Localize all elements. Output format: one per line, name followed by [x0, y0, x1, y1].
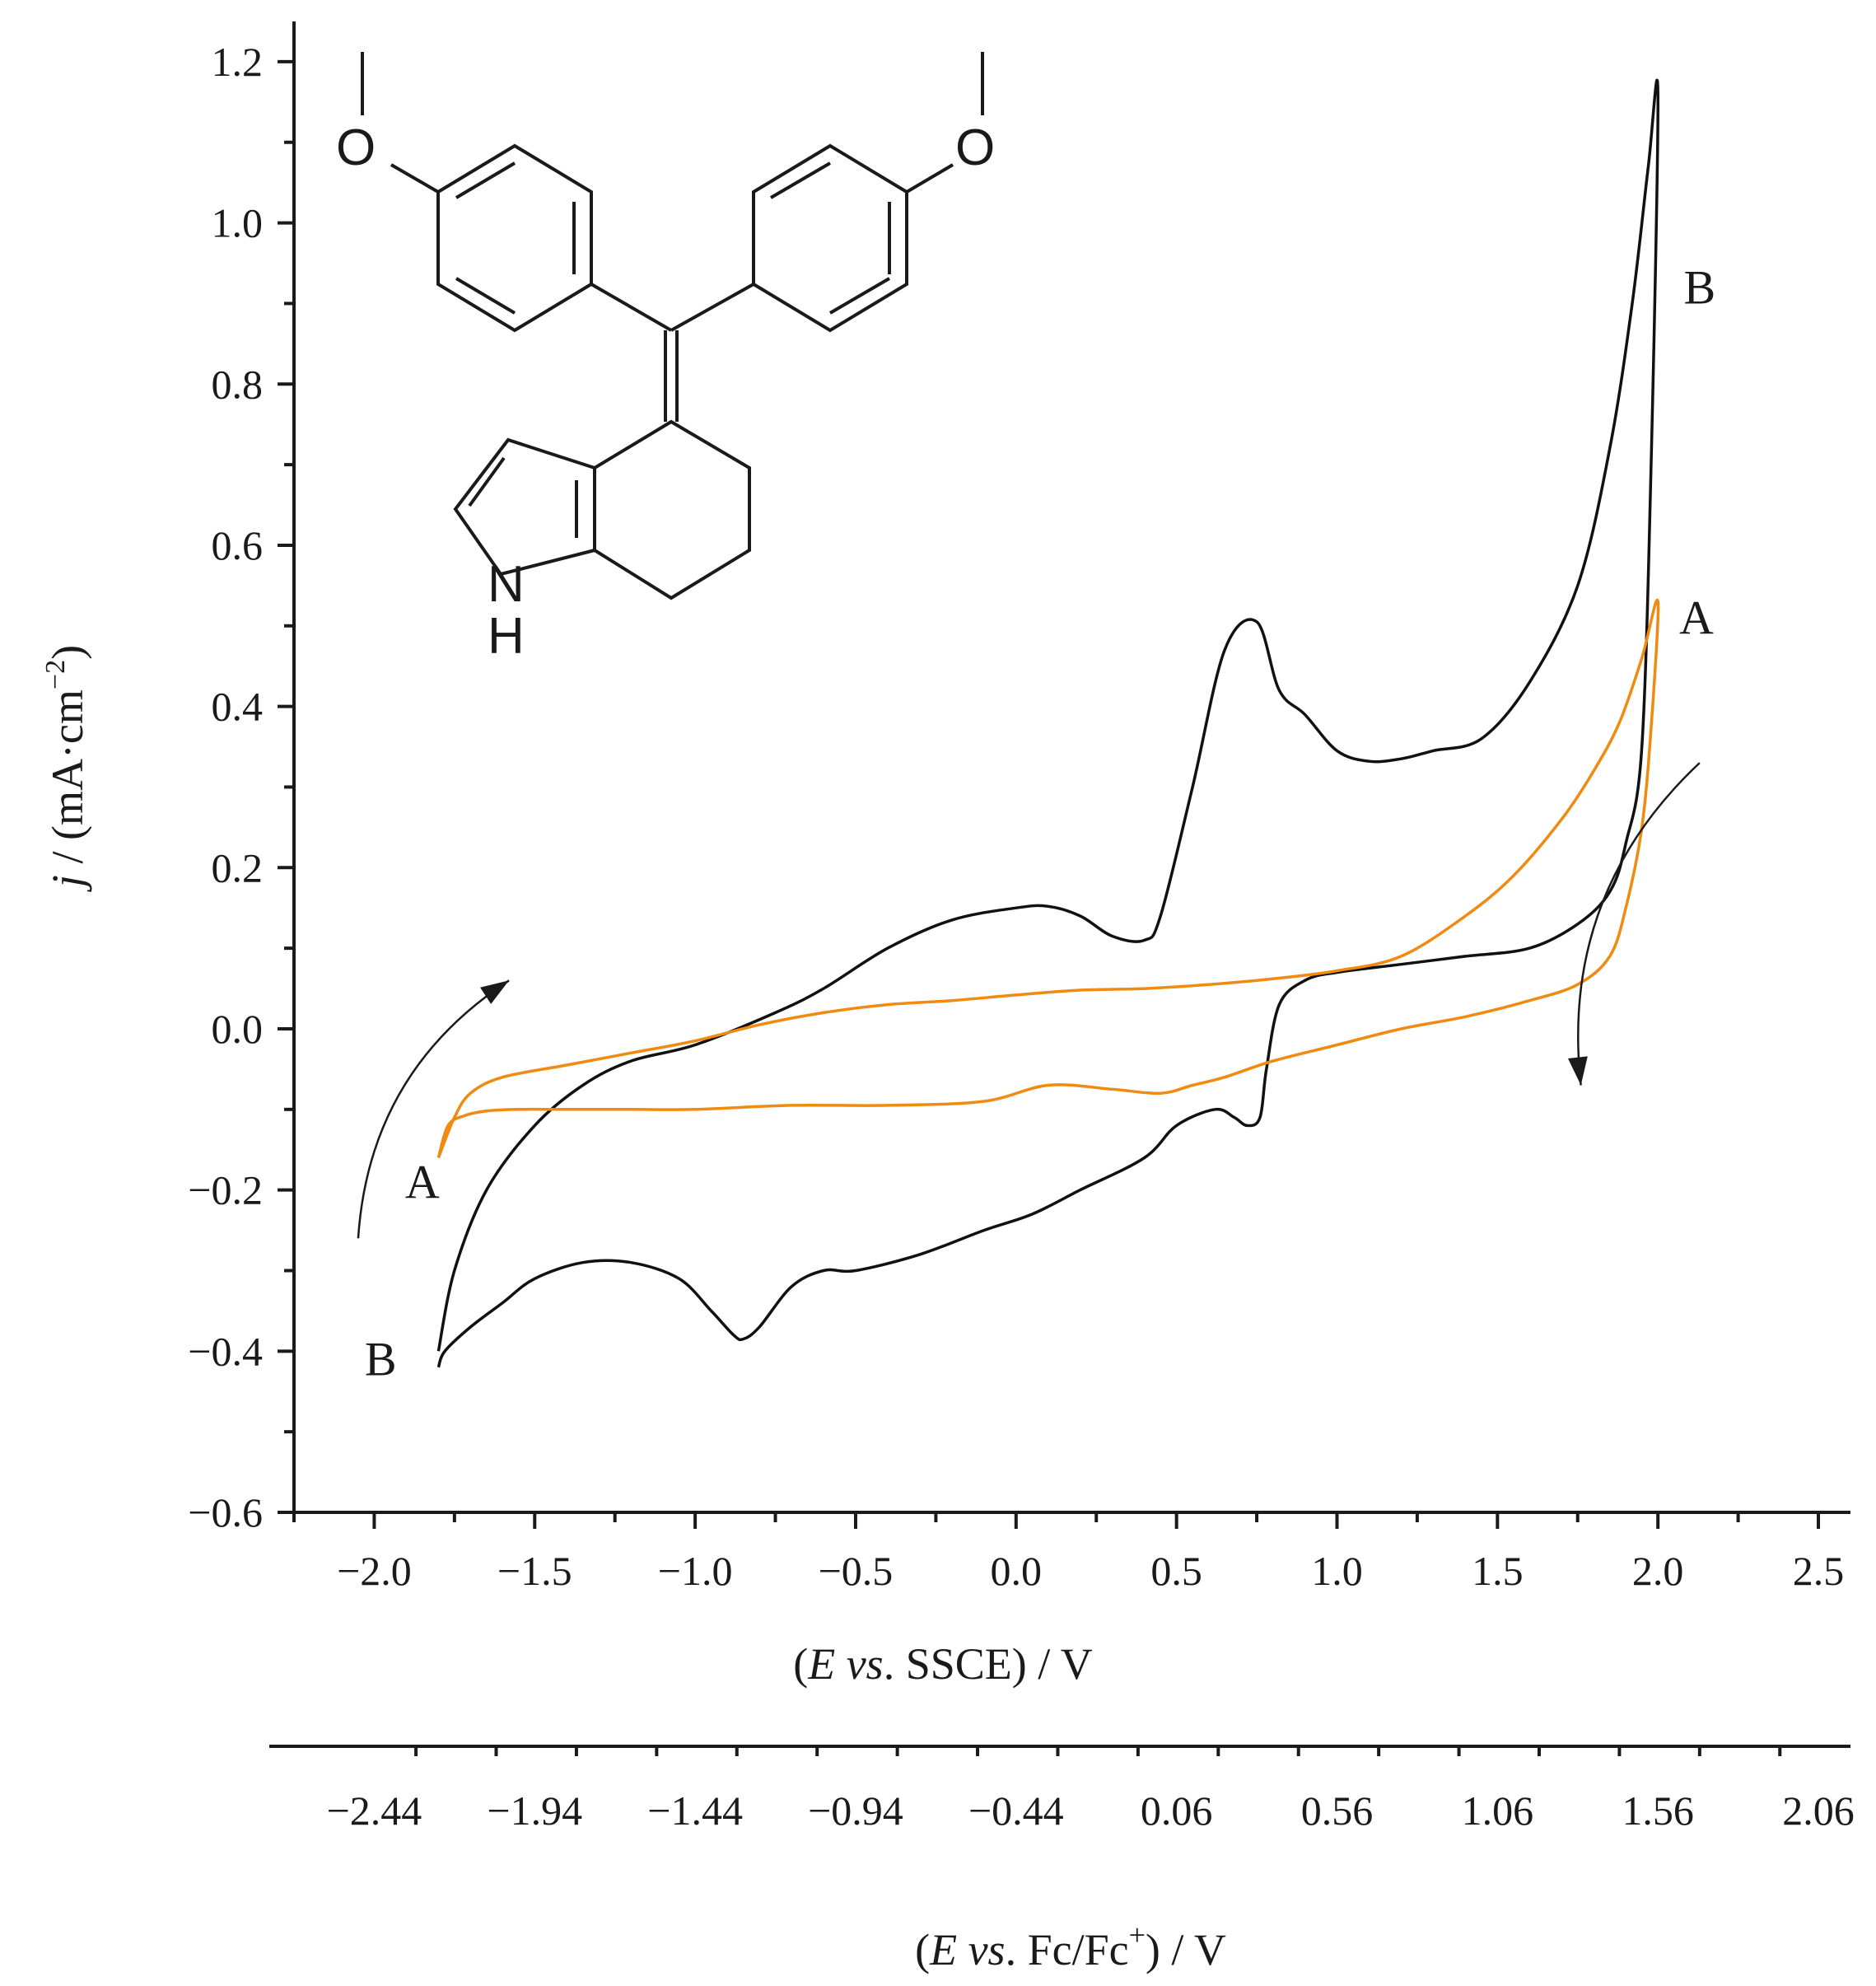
plot-curves: [436, 78, 1660, 1368]
y-tick-label: −0.4: [188, 1328, 263, 1374]
curve-label-B: B: [365, 1333, 397, 1386]
x-tick-label: 2.0: [1632, 1548, 1684, 1594]
y-tick-label: 0.2: [212, 844, 264, 890]
x-axis-title: (E vs. SSCE) / V: [793, 1639, 1093, 1689]
x-tick-label: 2.5: [1793, 1548, 1845, 1594]
x-tick-label: 0.0: [991, 1548, 1043, 1594]
y-axis-title: j / (mA·cm−2): [40, 645, 92, 892]
atom-n: N: [488, 556, 525, 613]
curve-A: [436, 598, 1660, 1159]
curve-label-B: B: [1684, 260, 1716, 314]
x2-axis-title: (E vs. Fc/Fc+) / V: [915, 1918, 1226, 1974]
left-aryl-bond: [590, 283, 672, 332]
curve-label-A: A: [405, 1155, 440, 1208]
arrow-head: [480, 980, 510, 1004]
x-tick-label: 0.5: [1150, 1548, 1202, 1594]
arrow-head: [1567, 1056, 1588, 1086]
x2-tick-label: 0.06: [1141, 1787, 1213, 1834]
y-tick-label: 1.2: [212, 39, 264, 85]
curve-label-A: A: [1679, 591, 1714, 645]
left-ring-inner-bond-3: [455, 277, 516, 315]
atom-h: H: [488, 608, 525, 665]
direction-arrow: [1577, 762, 1701, 1086]
x2-tick-label: 1.56: [1622, 1787, 1694, 1834]
x-tick-label: 1.5: [1472, 1548, 1524, 1594]
right-o-ring-bond: [905, 163, 954, 194]
molecule-structure: [361, 52, 984, 600]
x-axis-ticks: −2.0 −1.5 −1.0 −0.5 0.0 0.5 1.0 1.5 2.0 2.5: [292, 1512, 1845, 1594]
curve-labels: B A A B: [365, 260, 1715, 1386]
right-ring-inner-bond-1: [769, 161, 832, 199]
x-tick-label: −1.5: [497, 1548, 572, 1594]
x2-tick-label: −0.44: [968, 1787, 1064, 1834]
x2-tick-label: 0.56: [1301, 1787, 1374, 1834]
left-benzene-ring: [436, 143, 593, 333]
x-tick-label: −2.0: [337, 1548, 412, 1594]
atom-o-left: O: [336, 119, 376, 176]
x2-tick-label: −2.44: [327, 1787, 422, 1834]
x2-tick-label: −1.44: [647, 1787, 743, 1834]
x-tick-label: −1.0: [658, 1548, 733, 1594]
left-o-ring-bond: [390, 163, 440, 194]
x2-tick-label: −1.94: [487, 1787, 582, 1834]
curve-B: [436, 78, 1659, 1368]
x2-tick-label: 2.06: [1782, 1787, 1855, 1834]
y-tick-label: 0.0: [212, 1006, 264, 1052]
y-tick-label: −0.2: [188, 1167, 263, 1213]
x-tick-label: −0.5: [819, 1548, 894, 1594]
left-ring-inner-bond-1: [455, 161, 516, 199]
x-tick-label: 1.0: [1311, 1548, 1363, 1594]
pyrrole-ring: [453, 437, 595, 577]
right-aryl-bond: [670, 283, 754, 332]
annotation-arrows: [357, 762, 1701, 1239]
right-benzene-ring: [752, 143, 908, 333]
y-tick-label: 0.4: [212, 684, 264, 730]
y-tick-label: 0.8: [212, 361, 264, 407]
y-tick-label: 0.6: [212, 522, 264, 568]
atom-o-right: O: [955, 119, 995, 176]
x2-tick-label: 1.06: [1462, 1787, 1534, 1834]
direction-arrow: [357, 979, 510, 1239]
x2-axis-ticks: −2.44 −1.94 −1.44 −0.94 −0.44 0.06 0.56 1.06 1.5…: [327, 1746, 1855, 1834]
x2-tick-label: −0.94: [808, 1787, 903, 1834]
y-axis-ticks: −0.6 −0.4 −0.2 0.0 0.2 0.4 0.6 0.8 1.0 1.2: [188, 39, 294, 1535]
y-tick-label: −0.6: [188, 1489, 263, 1535]
right-ring-inner-bond-3: [828, 277, 891, 315]
pyrrole-inner-bond-2: [468, 456, 506, 507]
cyclohexene-ring: [593, 419, 751, 600]
y-tick-label: 1.0: [212, 200, 264, 246]
